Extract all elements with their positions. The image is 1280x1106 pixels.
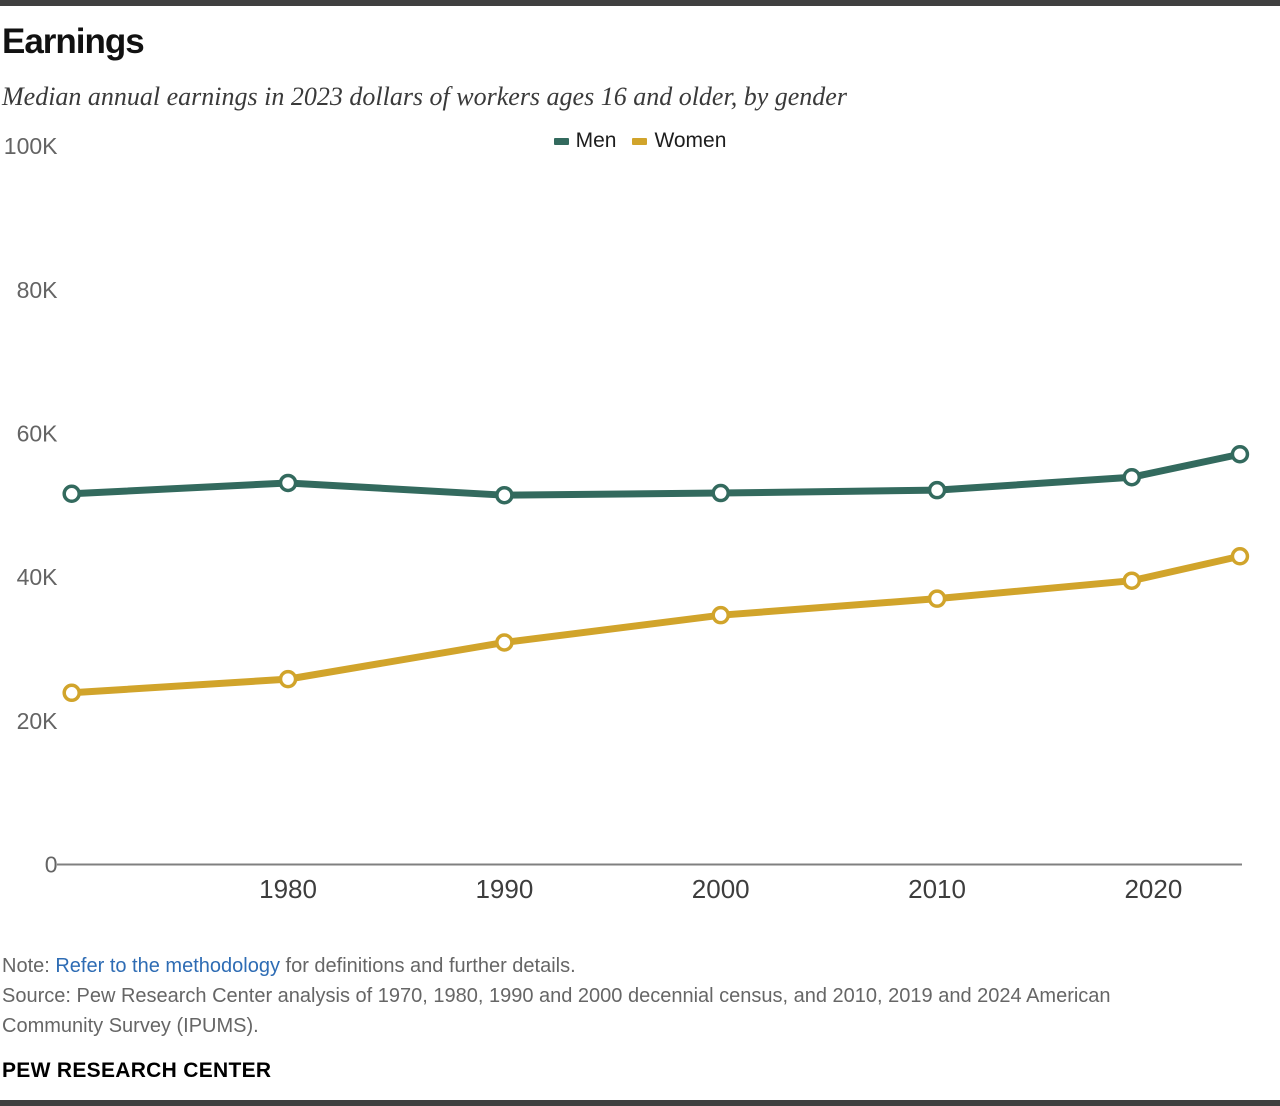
y-tick-label-100K: 100K [4, 133, 58, 159]
legend-item-women: Women [632, 129, 726, 153]
y-tick-label-80K: 80K [17, 277, 59, 303]
source-text: Source: Pew Research Center analysis of … [2, 985, 1111, 1037]
women-line [68, 552, 1244, 697]
legend-label-men: Men [575, 129, 617, 152]
x-tick-label-1990: 1990 [475, 874, 533, 904]
women-point-1980 [278, 669, 298, 689]
x-tick-label-1980: 1980 [259, 874, 317, 904]
women-point-2000 [711, 605, 730, 625]
note-prefix: Note: [2, 955, 56, 977]
legend-item-men: Men [553, 129, 617, 153]
y-tick-label-40K: 40K [17, 564, 59, 590]
y-tick-label-0: 0 [45, 852, 58, 878]
men-series-swatch-icon [553, 137, 569, 145]
men-point-1970 [62, 484, 81, 504]
pew-research-center-wordmark: PEW RESEARCH CENTER [2, 1059, 272, 1082]
legend-label-women: Women [654, 129, 727, 152]
y-tick-label-60K: 60K [17, 420, 59, 446]
top-divider-bar [0, 0, 1280, 6]
men-point-2024 [1230, 444, 1250, 464]
methodology-link[interactable]: Refer to the methodology [55, 955, 280, 977]
bottom-divider-bar [0, 1100, 1280, 1106]
women-point-2024 [1230, 547, 1250, 566]
men-line [68, 450, 1244, 499]
men-point-1990 [495, 485, 514, 505]
x-tick-label-2000: 2000 [692, 874, 750, 904]
page-title: Earnings [2, 22, 145, 61]
men-point-1980 [278, 473, 298, 493]
women-point-2019 [1122, 571, 1142, 590]
legend: Men Women [0, 129, 1280, 153]
x-tick-label-2020: 2020 [1124, 874, 1182, 904]
women-point-1970 [62, 683, 81, 703]
men-point-2000 [711, 483, 730, 503]
women-point-1990 [495, 633, 514, 652]
x-tick-label-2010: 2010 [908, 874, 966, 904]
y-tick-label-20K: 20K [17, 708, 59, 734]
men-point-2019 [1122, 467, 1142, 487]
chart-subtitle: Median annual earnings in 2023 dollars o… [2, 82, 847, 111]
men-point-2010 [927, 480, 947, 500]
women-series-swatch-icon [632, 137, 648, 145]
women-point-2010 [927, 589, 947, 608]
note-suffix: for definitions and further details. [279, 955, 576, 977]
note-text: Note: Refer to the methodology for defin… [2, 951, 576, 981]
